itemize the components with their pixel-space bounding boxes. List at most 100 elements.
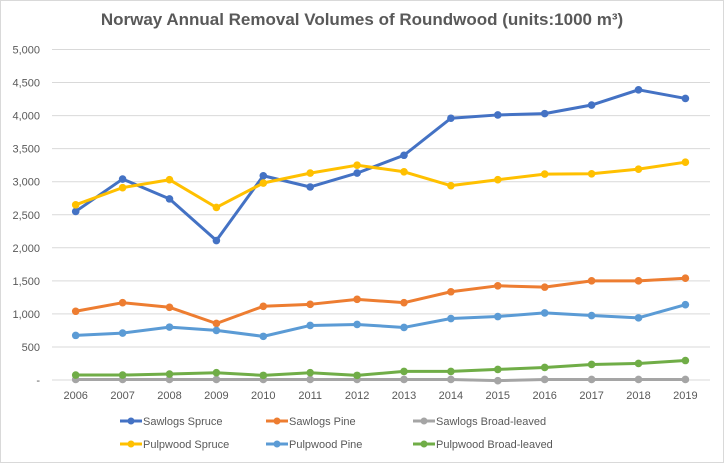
data-point [353,371,361,380]
data-point [259,171,268,180]
y-tick-label: 4,000 [12,111,40,123]
series-pulpwood-pine [71,300,690,341]
series-line [74,377,687,383]
data-point [306,368,315,377]
y-tick-label: 3,500 [12,144,40,156]
legend-swatch-marker [420,440,428,448]
data-point [165,195,174,203]
data-point [681,375,690,384]
x-tick-label: 2009 [204,390,228,402]
data-point [165,370,174,378]
data-point [447,287,455,296]
data-point [71,371,80,379]
legend-item: Sawlogs Spruce [120,416,223,428]
legend-label: Sawlogs Spruce [143,416,223,428]
data-point [212,375,221,384]
data-point [71,331,80,340]
data-point [587,277,596,285]
x-axis-ticks: 2006 2007 2008 2009 2010 2011 2012 2013 2014 2015… [63,390,697,402]
chart-frame [0,0,724,463]
legend-swatch-marker [127,417,135,425]
data-point [634,165,643,173]
data-point [259,302,268,311]
data-point [118,329,127,337]
data-point [400,167,408,176]
data-point [494,111,502,119]
y-tick-label: 4,500 [12,78,40,90]
data-point [447,375,455,384]
data-point [540,363,549,372]
data-point [400,367,408,376]
y-tick-label: 5,000 [12,45,40,57]
data-point [634,314,643,322]
legend-item: Pulpwood Spruce [120,439,229,451]
x-tick-label: 2013 [392,390,416,402]
chart-title: Norway Annual Removal Volumes of Roundwo… [101,10,623,29]
data-point [259,371,268,380]
data-point [165,303,174,312]
series-pulpwood-spruce [71,158,690,212]
data-point [587,311,596,320]
data-point [212,326,221,335]
series-sawlogs-pine [71,274,690,328]
x-tick-label: 2012 [345,390,369,402]
legend: Sawlogs Spruce Sawlogs Pine Sawlogs Broad-… [120,416,553,451]
y-axis-ticks: - 500 1,000 1,500 2,000 2,500 3,000 3,500 4,000 4… [12,45,40,388]
data-point [353,320,361,329]
data-point [400,298,408,307]
data-point [681,158,690,167]
data-point [540,170,549,178]
legend-item: Pulpwood Broad-leaved [413,439,553,451]
y-tick-label: 500 [22,342,40,354]
data-point [212,203,221,212]
series-pulpwood-broad-leaved [71,356,690,380]
legend-swatch-marker [127,440,135,448]
data-point [494,376,502,385]
x-tick-label: 2016 [532,390,556,402]
data-point [118,371,127,379]
data-point [306,183,315,191]
x-tick-label: 2014 [439,390,463,402]
data-point [71,307,80,316]
data-point [400,151,408,160]
legend-label: Sawlogs Broad-leaved [436,416,546,428]
y-tick-label: 1,000 [12,309,40,321]
data-point [494,175,502,184]
x-tick-label: 2010 [251,390,275,402]
legend-item: Sawlogs Broad-leaved [413,416,546,428]
data-point [681,274,690,283]
data-point [494,365,502,374]
data-point [118,175,127,183]
series-lines [71,86,690,385]
data-point [212,319,221,328]
y-tick-label: 3,000 [12,177,40,189]
series-line [74,160,687,209]
data-point [587,360,596,369]
gridlines [52,49,710,348]
legend-swatch-marker [273,417,281,425]
legend-label: Pulpwood Broad-leaved [436,439,553,451]
data-point [212,236,221,245]
data-point [71,207,80,216]
legend-item: Sawlogs Pine [266,416,356,428]
data-point [400,323,408,332]
x-tick-label: 2006 [63,390,87,402]
data-point [494,282,502,290]
data-point [587,101,596,109]
data-point [681,356,690,365]
data-point [447,314,455,323]
legend-swatch-marker [273,440,281,448]
data-point [447,367,455,376]
data-point [587,169,596,178]
data-point [259,332,268,341]
y-tick-label: 2,500 [12,210,40,222]
x-tick-label: 2015 [486,390,510,402]
x-tick-label: 2019 [673,390,697,402]
data-point [165,375,174,384]
data-point [634,375,643,384]
data-point [212,368,221,377]
series-sawlogs-spruce [71,86,690,245]
data-point [118,183,127,192]
data-point [353,169,361,177]
